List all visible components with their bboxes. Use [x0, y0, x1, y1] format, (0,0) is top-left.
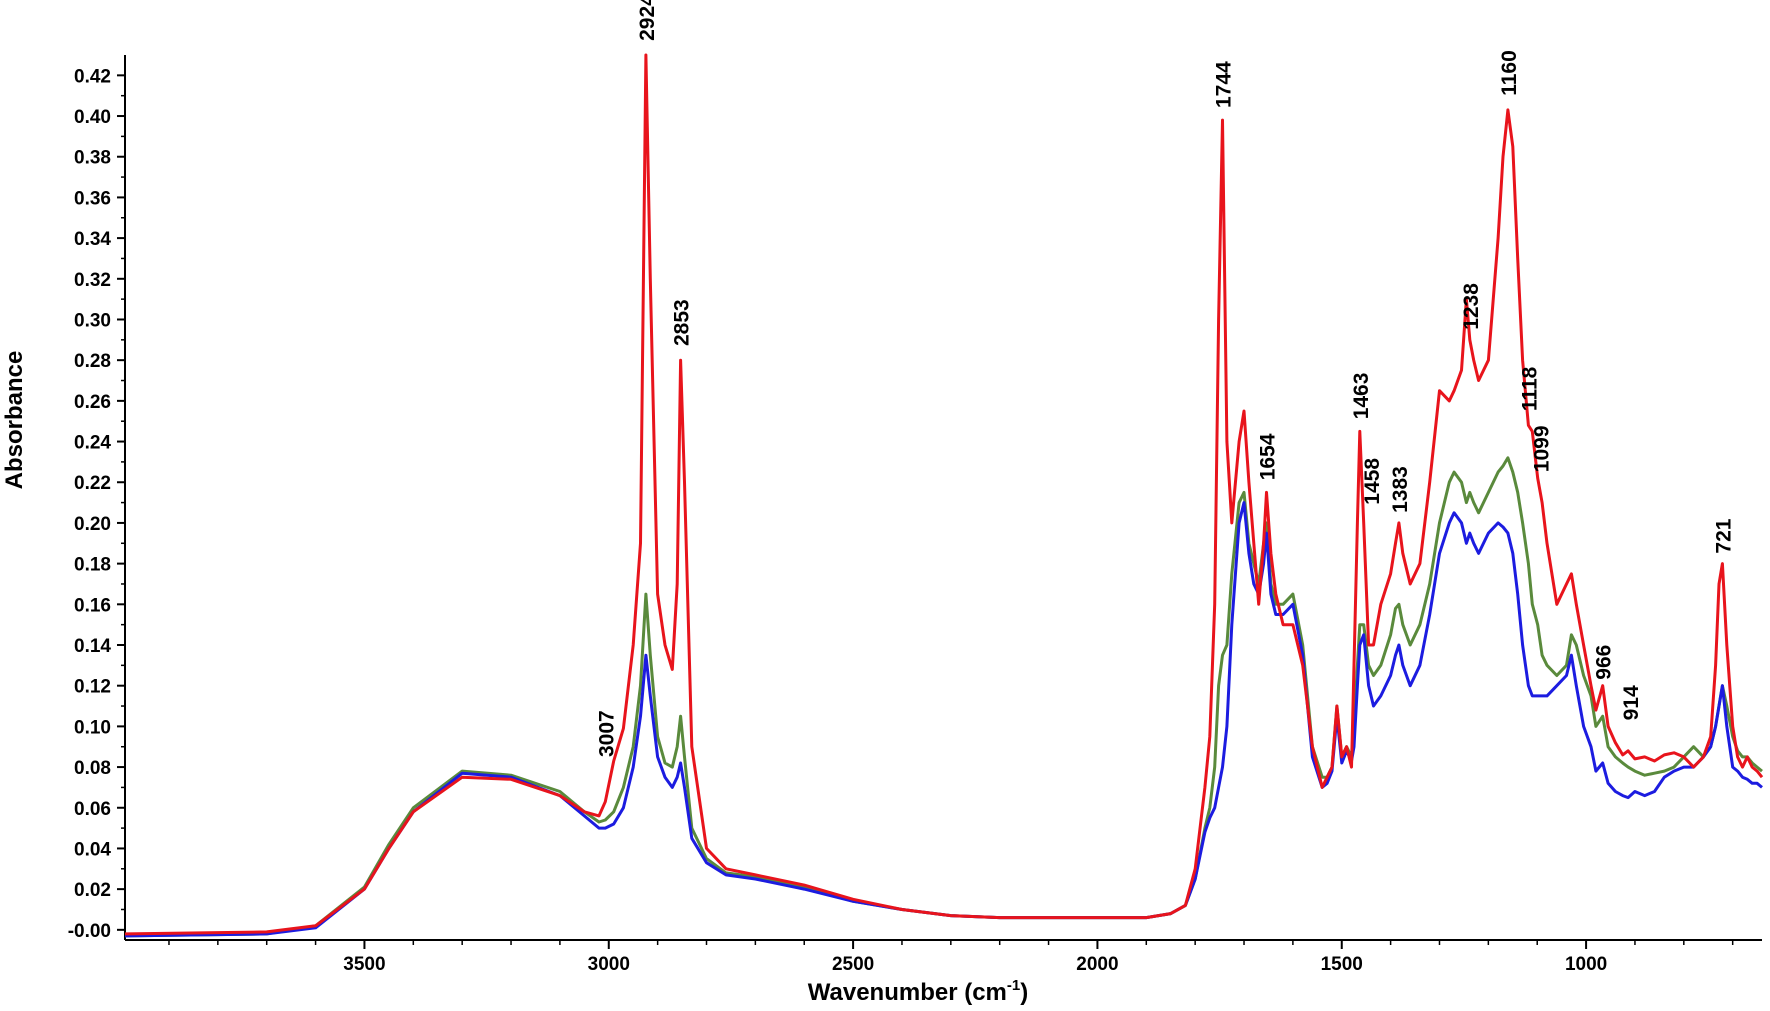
y-tick-label: 0.22: [74, 473, 111, 494]
y-tick-label: 0.18: [74, 555, 111, 576]
x-axis-title-superscript: -1: [1007, 977, 1020, 994]
x-axis-title: Wavenumber (cm-1): [808, 977, 1029, 1006]
peak-label: 2924: [636, 0, 659, 41]
y-tick-label: 0.40: [74, 107, 111, 128]
peak-label: 2853: [671, 299, 694, 346]
y-tick-label: 0.16: [74, 595, 111, 616]
x-axis-title-close: ): [1020, 979, 1028, 1006]
y-tick-label: 0.24: [74, 433, 111, 454]
y-tick-label: 0.06: [74, 799, 111, 820]
peak-label: 1458: [1361, 458, 1384, 505]
peak-label: 1099: [1531, 425, 1554, 472]
x-tick-label: 2500: [832, 954, 874, 975]
peak-label: 721: [1712, 518, 1735, 553]
peak-label: 1238: [1460, 283, 1483, 330]
y-tick-label: 0.08: [74, 758, 111, 779]
y-tick-label: 0.28: [74, 351, 111, 372]
x-axis-ticks: 3500 3000 2500 2000 1500 1000: [168, 940, 1734, 975]
x-tick-label: 3000: [588, 954, 630, 975]
x-tick-label: 1000: [1565, 954, 1607, 975]
x-tick-label: 1500: [1321, 954, 1363, 975]
y-tick-label: 0.20: [74, 514, 111, 535]
peak-label: 1654: [1257, 433, 1280, 480]
x-axis-title-main: Wavenumber (cm: [808, 979, 1007, 1006]
peak-label: 1463: [1350, 373, 1373, 420]
peak-label: 966: [1593, 645, 1616, 680]
series-line-red: [124, 53, 1764, 936]
peak-labels: 3007 2924 2853 1744 1654 1463 1458 1383 1238 1160…: [595, 0, 1735, 757]
y-tick-label: 0.14: [74, 636, 111, 657]
y-tick-label: 0.30: [74, 310, 111, 331]
y-tick-label: 0.32: [74, 270, 111, 291]
y-tick-label: 0.38: [74, 148, 111, 169]
series-lines: [124, 53, 1764, 938]
y-tick-label: 0.04: [74, 839, 111, 860]
peak-label: 1160: [1498, 50, 1521, 96]
y-axis-title: Absorbance: [1, 351, 28, 490]
y-tick-label: 0.02: [74, 880, 111, 901]
y-tick-label: 0.42: [74, 66, 111, 87]
peak-label: 1118: [1518, 366, 1541, 411]
series-line-green: [124, 456, 1763, 938]
peak-label: 3007: [595, 710, 618, 757]
y-axis-ticks: -0.00 0.02 0.04 0.06 0.08 0.10 0.12 0.14 0.16 0.1…: [68, 66, 125, 942]
y-tick-label: 0.12: [74, 677, 111, 698]
y-tick-label: 0.26: [74, 392, 111, 413]
peak-label: 1744: [1213, 61, 1236, 108]
series-line-blue: [124, 501, 1763, 938]
y-tick-label: 0.10: [74, 717, 111, 738]
peak-label: 1383: [1389, 466, 1412, 513]
peak-label: 914: [1620, 685, 1643, 720]
y-tick-label: 0.34: [74, 229, 111, 250]
x-tick-label: 3500: [343, 954, 385, 975]
y-tick-label: -0.00: [68, 921, 111, 942]
y-tick-label: 0.36: [74, 188, 111, 209]
x-tick-label: 2000: [1076, 954, 1118, 975]
